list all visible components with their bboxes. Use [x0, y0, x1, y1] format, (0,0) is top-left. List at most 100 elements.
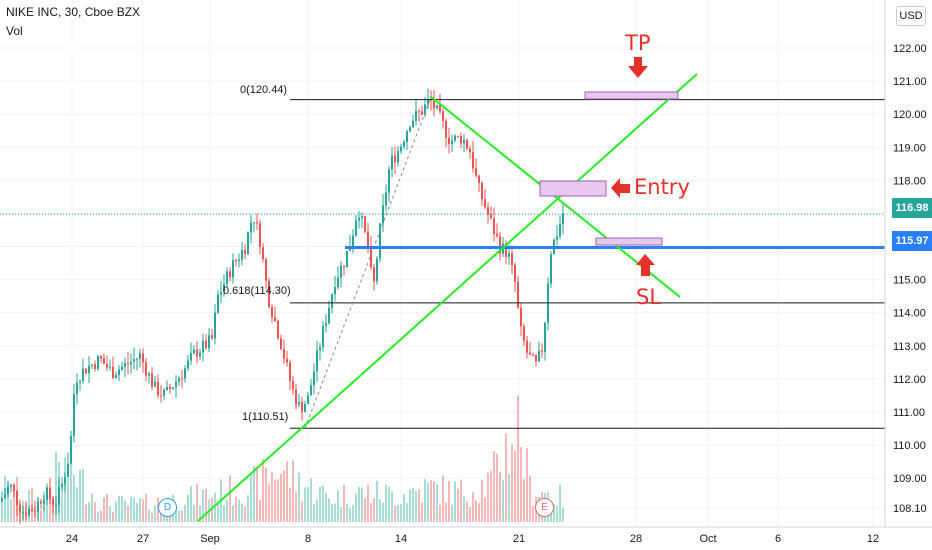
- time-axis-label: 14: [395, 533, 407, 545]
- candle-body: [478, 175, 480, 183]
- candle-body: [175, 381, 177, 388]
- volume-bar: [466, 501, 468, 522]
- volume-bar: [322, 485, 324, 522]
- candle-body: [181, 378, 183, 380]
- candle-body: [484, 199, 486, 208]
- volume-bar: [301, 501, 303, 522]
- candle-body: [559, 223, 561, 237]
- candle-body: [34, 510, 36, 512]
- volume-bar: [313, 504, 315, 522]
- price-axis-label: 111.00: [893, 407, 925, 419]
- volume-bar: [430, 480, 432, 522]
- volume-bar: [346, 504, 348, 522]
- candle-body: [367, 231, 369, 247]
- candle-body: [115, 374, 117, 379]
- candle-body: [526, 340, 528, 353]
- volume-bar: [397, 504, 399, 522]
- volume-bar: [226, 499, 228, 522]
- candle-body: [91, 364, 93, 366]
- price-axis-label: 118.00: [893, 175, 926, 187]
- level-price-tag: 115.97: [892, 231, 932, 251]
- candle-body: [97, 356, 99, 369]
- volume-bar: [529, 475, 531, 522]
- volume-indicator-label[interactable]: Vol: [6, 24, 23, 38]
- volume-bar: [91, 493, 93, 522]
- sl-arrow-icon: [636, 254, 655, 276]
- tp-zone: [584, 91, 679, 100]
- candle-body: [505, 243, 507, 257]
- volume-bar: [457, 488, 459, 522]
- volume-bar: [271, 471, 273, 522]
- entry-zone: [539, 180, 607, 197]
- volume-bar: [385, 484, 387, 522]
- dividend-marker[interactable]: D: [158, 498, 177, 517]
- candle-body: [418, 110, 420, 112]
- volume-bar: [241, 503, 243, 522]
- candle-body: [232, 260, 234, 278]
- volume-bar: [127, 505, 129, 522]
- volume-bar: [382, 502, 384, 522]
- volume-bar: [511, 444, 513, 522]
- candle-body: [211, 335, 213, 339]
- candle-body: [262, 247, 264, 260]
- volume-bar: [49, 487, 51, 522]
- price-axis-label: 108.10: [893, 503, 927, 515]
- candle-body: [370, 246, 372, 268]
- volume-bar: [205, 489, 207, 522]
- volume-bar: [421, 502, 423, 522]
- candle-body: [313, 371, 315, 386]
- volume-bar: [406, 503, 408, 522]
- candle-body: [310, 385, 312, 396]
- candle-body: [388, 169, 390, 193]
- candle-body: [415, 110, 417, 121]
- volume-bar: [46, 490, 48, 522]
- volume-bar: [61, 477, 63, 522]
- volume-bar: [400, 504, 402, 522]
- candle-body: [73, 394, 75, 436]
- candle-body: [304, 404, 306, 413]
- volume-bar: [10, 499, 12, 522]
- candle-body: [148, 373, 150, 376]
- volume-bar: [250, 473, 252, 522]
- candle-body: [229, 271, 231, 278]
- currency-button[interactable]: USD: [896, 6, 926, 26]
- volume-bar: [355, 493, 357, 522]
- volume-bar: [70, 445, 72, 522]
- volume-bar: [532, 505, 534, 522]
- volume-bar: [139, 498, 141, 522]
- candle-body: [451, 140, 453, 145]
- volume-bar: [436, 484, 438, 522]
- candle-body: [130, 361, 132, 365]
- candle-body: [82, 368, 84, 382]
- candle-body: [469, 148, 471, 153]
- volume-bar: [262, 459, 264, 522]
- symbol-title[interactable]: NIKE INC, 30, Cboe BZX: [6, 5, 141, 19]
- candle-body: [253, 222, 255, 224]
- candle-body: [439, 105, 441, 112]
- candle-body: [433, 100, 435, 109]
- current-price-tag: 116.98: [892, 198, 932, 218]
- volume-bar: [334, 503, 336, 522]
- earnings-marker[interactable]: E: [535, 498, 554, 517]
- candle-body: [19, 505, 21, 513]
- candle-body: [355, 220, 357, 236]
- candle-body: [121, 366, 123, 370]
- volume-bar: [178, 510, 180, 522]
- volume-bar: [247, 495, 249, 522]
- volume-bar: [361, 487, 363, 522]
- candle-body: [493, 218, 495, 235]
- volume-bar: [328, 498, 330, 522]
- volume-bar: [319, 486, 321, 522]
- candle-body: [124, 363, 126, 367]
- candle-body: [199, 352, 201, 357]
- candle-body: [172, 387, 174, 390]
- volume-bar: [343, 484, 345, 522]
- volume-bar: [142, 499, 144, 522]
- candle-body: [301, 402, 303, 413]
- volume-bar: [124, 500, 126, 522]
- candle-body: [226, 271, 228, 285]
- volume-bar: [76, 487, 78, 522]
- candle-body: [460, 135, 462, 144]
